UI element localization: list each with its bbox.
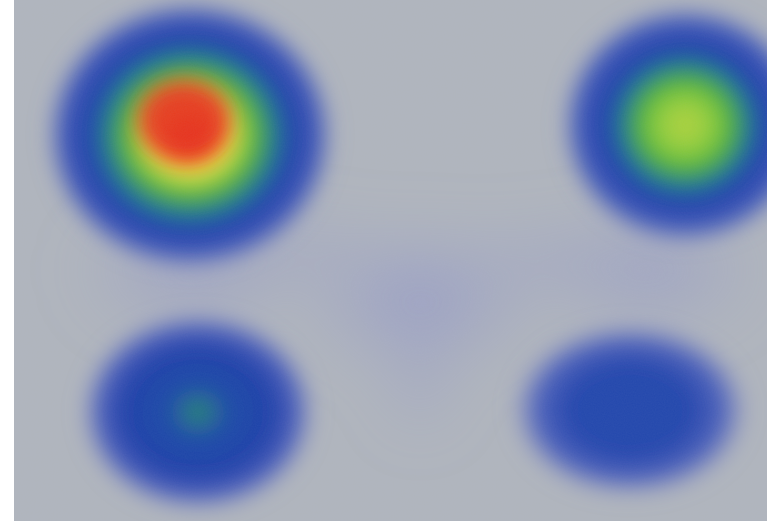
- noise-texture: [14, 0, 767, 521]
